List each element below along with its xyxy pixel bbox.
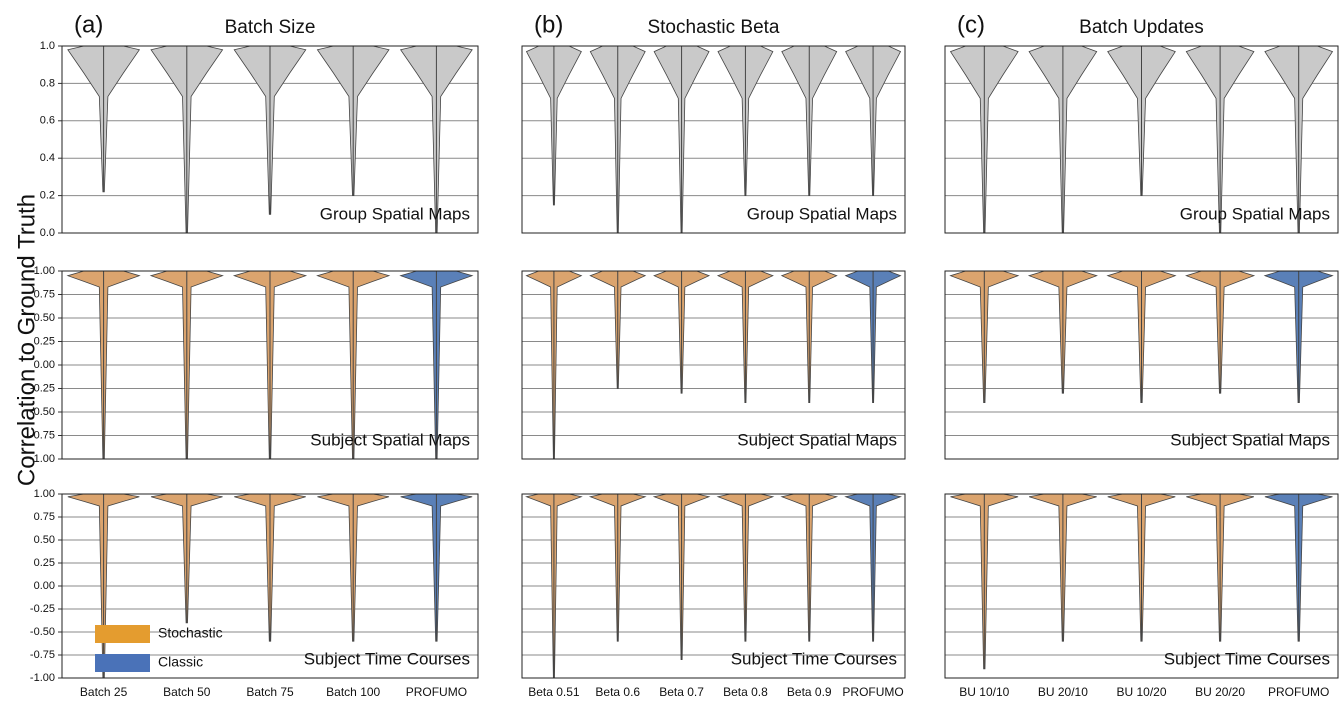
y-tick-label: -1.00 bbox=[30, 453, 55, 465]
y-tick-label: -0.25 bbox=[30, 603, 55, 615]
column-title: Stochastic Beta bbox=[647, 17, 779, 38]
y-tick-label: 0.50 bbox=[34, 534, 55, 546]
y-tick-label: 0.6 bbox=[40, 115, 55, 127]
x-tick-label: Batch 100 bbox=[326, 685, 380, 699]
panel-annotation: Subject Spatial Maps bbox=[1170, 430, 1330, 449]
y-tick-label: 1.0 bbox=[40, 40, 55, 52]
panel-letter: (c) bbox=[957, 11, 985, 38]
y-tick-label: -0.25 bbox=[30, 382, 55, 394]
x-tick-label: Beta 0.51 bbox=[528, 685, 580, 699]
x-tick-label: BU 10/10 bbox=[959, 685, 1009, 699]
x-tick-label: BU 20/10 bbox=[1038, 685, 1088, 699]
legend-swatch bbox=[95, 625, 150, 643]
panel-letter: (b) bbox=[534, 11, 563, 38]
y-tick-label: 0.25 bbox=[34, 557, 55, 569]
panel-annotation: Subject Time Courses bbox=[731, 649, 897, 668]
y-tick-label: -0.50 bbox=[30, 626, 55, 638]
y-tick-label: -0.50 bbox=[30, 406, 55, 418]
panel-annotation: Subject Time Courses bbox=[1164, 649, 1330, 668]
panel-annotation: Group Spatial Maps bbox=[1180, 204, 1330, 223]
y-tick-label: 1.00 bbox=[34, 265, 55, 277]
y-tick-label: 0.00 bbox=[34, 359, 55, 371]
y-tick-label: 0.25 bbox=[34, 335, 55, 347]
panel-annotation: Group Spatial Maps bbox=[747, 204, 897, 223]
x-tick-label: Beta 0.6 bbox=[595, 685, 640, 699]
y-tick-label: 1.00 bbox=[34, 488, 55, 500]
legend-label: Classic bbox=[158, 654, 203, 670]
y-tick-label: 0.8 bbox=[40, 77, 55, 89]
y-tick-label: -0.75 bbox=[30, 649, 55, 661]
column-title: Batch Size bbox=[225, 17, 316, 38]
x-tick-label: BU 20/20 bbox=[1195, 685, 1245, 699]
y-axis-label: Correlation to Ground Truth bbox=[13, 194, 40, 486]
y-tick-label: 0.4 bbox=[40, 152, 55, 164]
x-tick-label: Beta 0.9 bbox=[787, 685, 832, 699]
x-tick-label: Beta 0.8 bbox=[723, 685, 768, 699]
panel-annotation: Subject Spatial Maps bbox=[737, 430, 897, 449]
x-tick-label: BU 10/20 bbox=[1116, 685, 1166, 699]
x-tick-label: PROFUMO bbox=[842, 685, 903, 699]
x-tick-label: Batch 25 bbox=[80, 685, 128, 699]
x-tick-label: Beta 0.7 bbox=[659, 685, 704, 699]
legend-swatch bbox=[95, 654, 150, 672]
x-tick-label: Batch 75 bbox=[246, 685, 294, 699]
x-tick-label: PROFUMO bbox=[1268, 685, 1329, 699]
panel-frame bbox=[944, 493, 1339, 679]
panel-frame bbox=[61, 493, 479, 679]
y-tick-label: 0.2 bbox=[40, 190, 55, 202]
panel-frame bbox=[521, 45, 906, 234]
y-tick-label: 0.50 bbox=[34, 312, 55, 324]
panel-frame bbox=[61, 270, 479, 460]
panel-annotation: Subject Spatial Maps bbox=[310, 430, 470, 449]
panel-frame bbox=[61, 45, 479, 234]
panel-frame bbox=[944, 45, 1339, 234]
y-tick-label: 0.75 bbox=[34, 511, 55, 523]
x-tick-label: PROFUMO bbox=[406, 685, 467, 699]
y-tick-label: 0.00 bbox=[34, 580, 55, 592]
x-tick-label: Batch 50 bbox=[163, 685, 211, 699]
legend-label: Stochastic bbox=[158, 625, 223, 641]
y-tick-label: -1.00 bbox=[30, 672, 55, 684]
y-tick-label: -0.75 bbox=[30, 429, 55, 441]
panel-frame bbox=[521, 270, 906, 460]
panel-annotation: Subject Time Courses bbox=[304, 649, 470, 668]
column-title: Batch Updates bbox=[1079, 17, 1204, 38]
y-tick-label: 0.0 bbox=[40, 227, 55, 239]
panel-frame bbox=[521, 493, 906, 679]
panel-annotation: Group Spatial Maps bbox=[320, 204, 470, 223]
panel-letter: (a) bbox=[74, 11, 103, 38]
panel-frame bbox=[944, 270, 1339, 460]
y-tick-label: 0.75 bbox=[34, 288, 55, 300]
